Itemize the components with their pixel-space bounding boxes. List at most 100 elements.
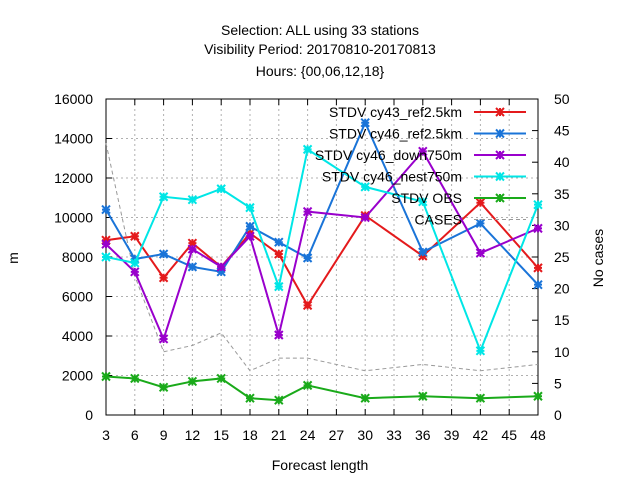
y2-tick-label: 10 <box>554 344 570 360</box>
legend-marker <box>495 193 505 203</box>
data-point <box>360 182 370 192</box>
data-point <box>187 244 198 254</box>
data-point <box>475 248 486 258</box>
series-5 <box>105 143 539 372</box>
data-point <box>533 391 543 401</box>
data-point <box>302 380 313 391</box>
x-tick-label: 30 <box>357 427 373 443</box>
data-point <box>274 237 284 247</box>
legend-entry-5: CASES <box>415 212 526 228</box>
data-point <box>245 202 255 213</box>
legend-marker <box>495 107 505 117</box>
legend-entry-1: STDV cy46_ref2.5km <box>329 126 526 142</box>
data-point <box>216 267 226 277</box>
title-line-3: Hours: {00,06,12,18} <box>256 63 385 79</box>
y2-tick-label: 5 <box>554 375 562 391</box>
data-point <box>158 249 169 259</box>
y-tick-label: 14000 <box>54 131 93 147</box>
x-tick-label: 15 <box>213 427 229 443</box>
series-line <box>105 120 539 286</box>
legend-entry-0: STDV cy43_ref2.5km <box>329 104 526 120</box>
legend-label: STDV cy43_ref2.5km <box>329 104 462 120</box>
y-tick-label: 12000 <box>54 170 93 186</box>
y-tick-label: 10000 <box>54 210 93 226</box>
x-tick-label: 39 <box>444 427 460 443</box>
data-point <box>245 393 255 403</box>
x-tick-label: 3 <box>102 427 110 443</box>
y2-tick-label: 45 <box>554 123 570 139</box>
x-tick-label: 18 <box>242 427 258 443</box>
data-point <box>302 300 313 311</box>
series-line <box>105 149 539 342</box>
data-point <box>130 373 140 384</box>
x-tick-label: 27 <box>329 427 345 443</box>
data-point <box>475 197 486 208</box>
x-tick-label: 45 <box>501 427 517 443</box>
data-point <box>533 199 543 210</box>
data-point <box>418 247 428 257</box>
data-point <box>216 373 226 384</box>
data-point <box>418 146 428 157</box>
data-point <box>187 238 198 248</box>
series-3 <box>101 144 543 356</box>
x-axis-label: Forecast length <box>272 457 369 473</box>
data-point <box>130 267 140 277</box>
data-point <box>216 262 226 272</box>
data-point <box>158 382 169 393</box>
legend-entry-2: STDV cy46_down750m <box>315 147 526 163</box>
legend-label: CASES <box>415 212 462 228</box>
data-point <box>475 346 486 356</box>
chart-title: Selection: ALL using 33 stations Visibil… <box>204 22 436 79</box>
legend-label: STDV cy46_down750m <box>315 147 462 163</box>
y-tick-label: 0 <box>85 407 93 423</box>
legend-label: STDV cy46_ref2.5km <box>329 126 462 142</box>
data-point <box>245 231 255 241</box>
legend-marker <box>495 150 505 160</box>
y-tick-label: 4000 <box>62 328 93 344</box>
y2-tick-label: 0 <box>554 407 562 423</box>
data-point <box>274 249 284 259</box>
series-line <box>105 375 539 402</box>
series-0 <box>101 197 543 311</box>
data-point <box>101 371 111 382</box>
y-tick-label: 8000 <box>62 249 93 265</box>
legend-entry-4: STDV OBS <box>391 190 526 206</box>
data-point <box>158 192 169 202</box>
legend-marker <box>495 128 505 139</box>
series-line <box>105 147 539 354</box>
x-tick-label: 24 <box>300 427 316 443</box>
data-point <box>418 391 428 401</box>
legend-label: STDV cy46_nest750m <box>322 169 462 185</box>
series-2 <box>101 146 543 344</box>
data-point <box>130 231 140 241</box>
data-point <box>418 196 428 207</box>
data-point <box>101 204 111 215</box>
series-4 <box>101 371 543 405</box>
data-point <box>245 221 255 232</box>
title-line-1: Selection: ALL using 33 stations <box>221 22 419 38</box>
series-layer <box>101 117 543 405</box>
data-point <box>475 393 486 403</box>
data-point <box>360 212 370 223</box>
series-1 <box>101 117 543 290</box>
title-line-2: Visibility Period: 20170810-20170813 <box>204 41 436 57</box>
series-line <box>105 201 539 308</box>
data-point <box>302 253 313 263</box>
x-tick-label: 6 <box>131 427 139 443</box>
data-point <box>158 273 169 283</box>
data-point <box>274 330 284 340</box>
y2-tick-label: 35 <box>554 186 570 202</box>
y2-tick-label: 20 <box>554 281 570 297</box>
data-point <box>187 262 198 272</box>
data-point <box>533 223 543 234</box>
data-point <box>101 239 111 249</box>
legend-label: STDV OBS <box>391 190 462 206</box>
x-tick-label: 12 <box>185 427 201 443</box>
data-point <box>216 184 226 194</box>
data-point <box>187 195 198 205</box>
data-point <box>302 144 313 155</box>
axis-layer: 3 6 9 12 15 18 21 24 27 30 33 36 39 42 45 4802000400060… <box>54 91 570 443</box>
y2-tick-label: 25 <box>554 249 570 265</box>
